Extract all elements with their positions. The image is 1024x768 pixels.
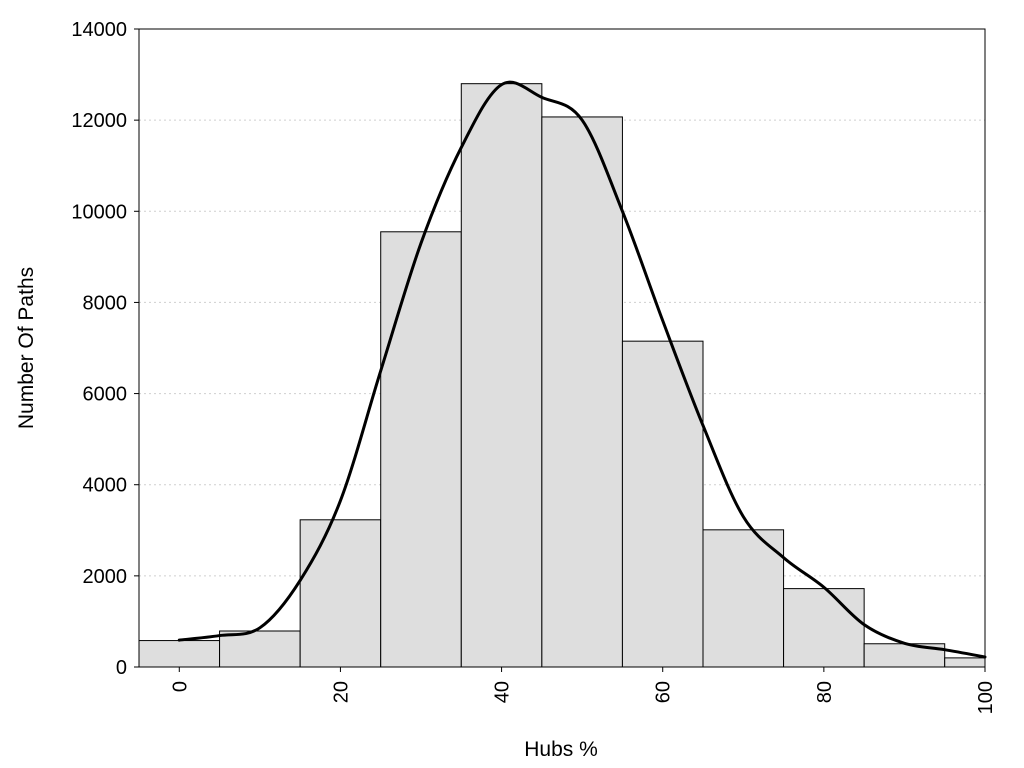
x-axis-ticks: 0 20 40 60 80 100 (169, 667, 997, 714)
y-tick-label: 4000 (83, 475, 128, 497)
histogram-bar (783, 588, 865, 668)
x-tick-label: 100 (975, 681, 997, 714)
histogram-bar (621, 340, 704, 668)
y-axis-title: Number Of Paths (15, 267, 38, 429)
x-tick-label: 60 (653, 681, 675, 703)
histogram-bar (460, 83, 543, 668)
histogram-bar (138, 640, 221, 668)
density-curve (177, 80, 987, 659)
histogram-bar (219, 630, 301, 668)
histogram-bar (541, 116, 623, 668)
plot-border (138, 28, 986, 668)
x-tick-label: 0 (169, 681, 191, 692)
y-tick-label: 6000 (83, 384, 128, 406)
y-tick-label: 14000 (71, 19, 127, 41)
y-tick-label: 2000 (83, 566, 128, 588)
x-tick-label: 40 (492, 681, 514, 703)
y-tick-label: 0 (116, 657, 127, 679)
y-tick-label: 12000 (71, 110, 127, 132)
plot-frame (138, 28, 986, 668)
histogram-bar (702, 529, 785, 668)
grid-lines (139, 119, 985, 577)
y-axis-ticks: 0 2000 4000 6000 8000 10000 12000 14000 (71, 19, 139, 679)
x-tick-label: 20 (330, 681, 352, 703)
density-curve-group (177, 80, 987, 659)
histogram-bar (299, 519, 382, 668)
histogram-bars (138, 83, 986, 668)
histogram-bar (380, 231, 462, 668)
y-tick-label: 10000 (71, 201, 127, 223)
x-tick-label: 80 (814, 681, 836, 703)
x-axis-title: Hubs % (524, 738, 598, 761)
histogram-bar (944, 657, 986, 668)
y-tick-label: 8000 (83, 292, 128, 314)
